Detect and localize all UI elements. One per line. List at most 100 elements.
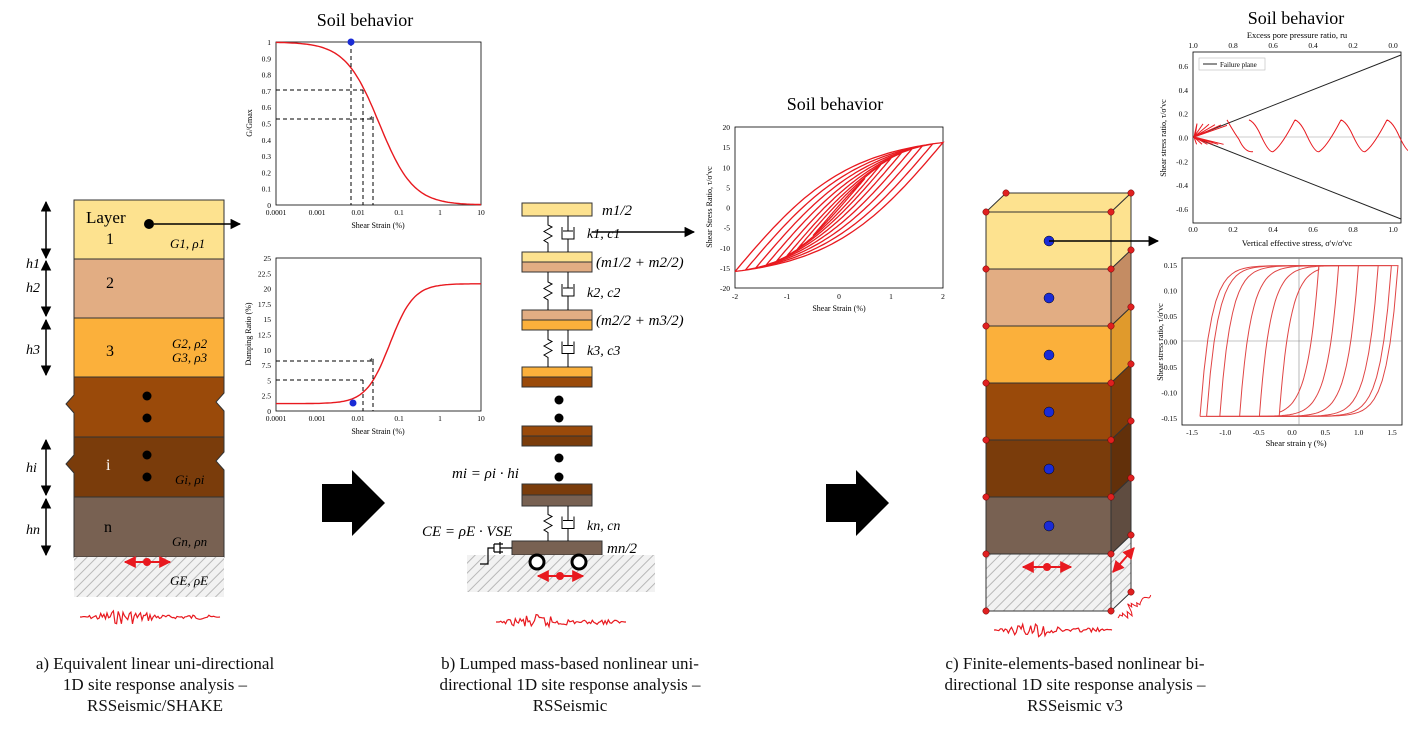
ggmax-plot-area: [275, 41, 482, 206]
mass-n: [511, 540, 603, 556]
ellipsis-dot: [554, 395, 564, 405]
fe-node: [1127, 588, 1135, 596]
x-tick-label: 0: [837, 292, 841, 301]
y-tick-label: 0.4: [1179, 86, 1189, 95]
y-tick-label: 10: [264, 346, 272, 355]
layer-2-number: 2: [106, 275, 114, 292]
x-tick-label: -1: [784, 292, 790, 301]
gauss-point: [1043, 349, 1055, 361]
equation-dashpot: CE = ρE · VSE: [422, 524, 512, 540]
x-tick-label: 0.2: [1348, 41, 1358, 50]
thickness-h2: h2: [26, 281, 40, 296]
gauss-point: [1043, 292, 1055, 304]
caption-c: c) Finite-elements-based nonlinear bi- d…: [910, 653, 1240, 716]
hysteresis-loop: [744, 143, 935, 271]
fe-node: [1127, 189, 1135, 197]
layer-3: [73, 317, 225, 378]
stress-strain-chart: 0.15 0.10 0.05 0.00 -0.05 -0.10 -0.15 -1.5 -1.0 -…: [1156, 257, 1403, 448]
x-tick-label: 1.0: [1388, 225, 1398, 234]
mass-3-top: [521, 366, 593, 378]
x-tick-label: 0.0: [1388, 41, 1398, 50]
x-tick-label: -2: [732, 292, 738, 301]
y-tick-label: 12.5: [258, 331, 271, 340]
layer-i: [65, 436, 225, 498]
layer-1: [73, 199, 225, 260]
damping-start-marker: [349, 399, 357, 407]
y-tick-label: 7.5: [262, 361, 272, 370]
y-tick-label: 25: [264, 254, 272, 263]
chart-b-title: Soil behavior: [787, 94, 884, 114]
ellipsis-dot: [554, 453, 564, 463]
layer-n-number: n: [104, 519, 112, 536]
y-tick-label: 0: [267, 407, 271, 416]
y-tick-label: 0: [726, 204, 730, 213]
mass-23-top: [521, 309, 593, 321]
y-tick-label: -15: [720, 264, 730, 273]
x-tick-label: 0.8: [1348, 225, 1358, 234]
legend-label: Failure plane: [1220, 61, 1257, 69]
fe-node: [1127, 417, 1135, 425]
chart-a-title: Soil behavior: [317, 10, 414, 30]
props-3: G3, ρ3: [172, 350, 208, 365]
y-tick-label: -0.15: [1161, 414, 1177, 423]
x-tick-label: 10: [477, 208, 485, 217]
dashpot: [561, 272, 575, 310]
base-motion-dot-c: [1043, 563, 1051, 571]
spring-label-n: kn, cn: [587, 519, 620, 534]
y-tick-label: 2.5: [262, 392, 272, 401]
x-tick-label: 0.0: [1188, 225, 1198, 234]
roller-right: [570, 553, 588, 571]
ggmax-ylabel: G/Gmax: [245, 109, 254, 137]
y-tick-label: -5: [724, 224, 730, 233]
caption-a-line: a) Equivalent linear uni-directional: [35, 654, 275, 673]
y-tick-label: 17.5: [258, 300, 271, 309]
ggmax-curve: [276, 41, 482, 206]
y-tick-label: 0.6: [1179, 62, 1189, 71]
fe-node: [1127, 246, 1135, 254]
y-tick-label: 0.0: [1179, 134, 1189, 143]
hysteresis-loop: [755, 144, 925, 269]
y-tick-label: 0.5: [262, 120, 272, 129]
y-tick-label: 5: [726, 183, 730, 192]
y-tick-label: -0.6: [1176, 205, 1188, 214]
y-tick-label: 20: [723, 123, 731, 132]
fe-node: [1107, 550, 1115, 558]
fe-node: [1107, 379, 1115, 387]
caption-a: a) Equivalent linear uni-directional 1D …: [0, 653, 310, 716]
x-tick-label: 0.8: [1228, 41, 1238, 50]
failure-plane-lower: [1192, 136, 1402, 220]
y-tick-label: 0.7: [262, 87, 272, 96]
base-motion-dot: [143, 558, 151, 566]
fe-node: [1002, 189, 1010, 197]
hysteresis-loop: [734, 141, 945, 273]
x-tick-label: 0.4: [1308, 41, 1318, 50]
y-tick-label: 0.2: [1179, 110, 1189, 119]
stress-strain-ylabel: Shear stress ratio, τ/σ'vc: [1156, 303, 1165, 381]
fe-node: [1107, 607, 1115, 615]
panel-a-charts: Soil behavior 1 0.9 0.8 0.7 0.6 0.5 0.4 0.3 0.2 0…: [244, 10, 485, 436]
y-tick-label: 0.05: [1164, 312, 1177, 321]
fe-node: [982, 322, 990, 330]
y-tick-label: 0.10: [1164, 287, 1177, 296]
y-tick-label: 20: [264, 285, 272, 294]
x-tick-label: 1: [889, 292, 893, 301]
x-tick-label: 2: [941, 292, 945, 301]
panel-c-fe-column: [982, 189, 1160, 638]
layer-3-number: 3: [106, 343, 114, 360]
flow-arrow-b-to-c: [826, 470, 889, 536]
x-tick-label: 0.0001: [266, 414, 287, 423]
caption-b-line: directional 1D site response analysis –: [439, 675, 701, 694]
x-tick-label: 0.4: [1268, 225, 1278, 234]
input-motion-trace-c: [993, 622, 1113, 638]
input-motion-trace-c2: [1117, 594, 1152, 620]
layer-label: Layer: [86, 208, 126, 227]
x-tick-label: 10: [477, 414, 485, 423]
ellipsis-dot: [142, 472, 152, 482]
damping-ylabel: Damping Ratio (%): [244, 302, 253, 365]
y-tick-label: -0.2: [1176, 157, 1188, 166]
thickness-hn: hn: [26, 523, 40, 538]
mass-label-23: (m2/2 + m3/2): [596, 313, 684, 329]
fe-node: [1127, 474, 1135, 482]
